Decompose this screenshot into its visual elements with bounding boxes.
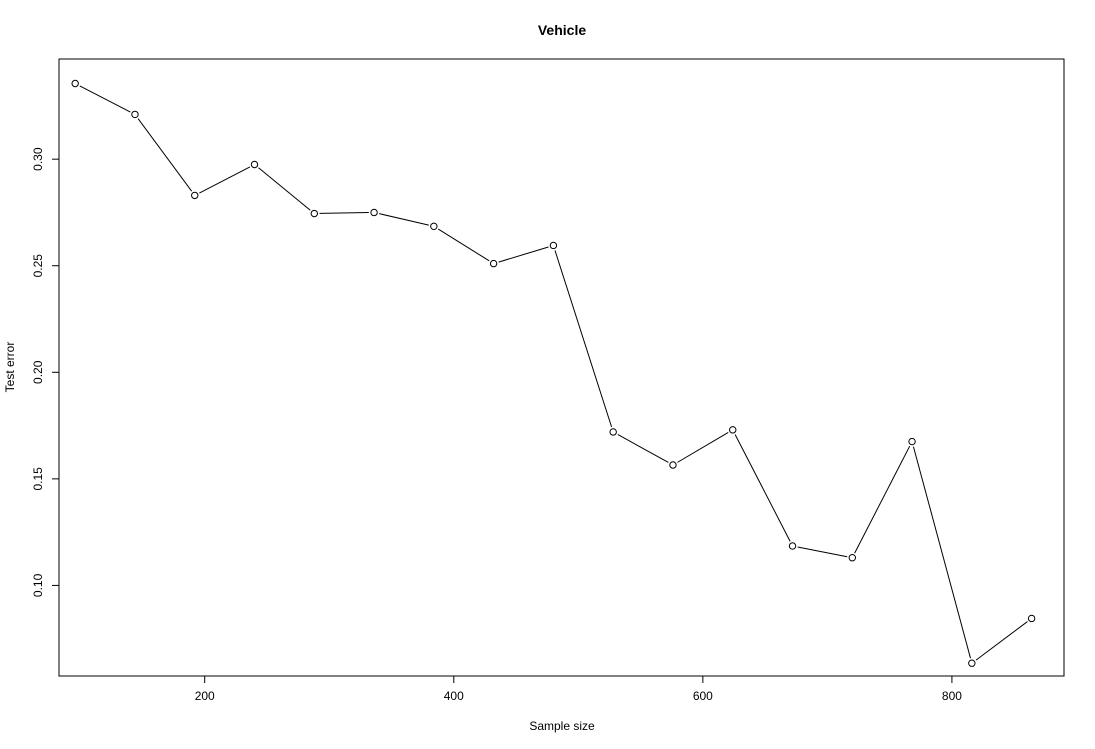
series-line-segment xyxy=(498,246,549,263)
y-axis: 0.10 0.15 0.20 0.25 0.30 xyxy=(31,147,60,597)
series-line-segment xyxy=(734,434,791,542)
plot-area-frame xyxy=(58,58,1065,677)
data-point xyxy=(788,542,797,550)
data-point xyxy=(71,79,79,88)
data-point xyxy=(908,437,916,446)
data-point xyxy=(669,461,677,469)
data-point xyxy=(968,659,976,667)
x-tick-label: 400 xyxy=(444,689,464,703)
series-group xyxy=(71,79,1036,667)
series-line-segment xyxy=(975,621,1028,661)
data-point xyxy=(848,554,856,562)
y-axis-label: Test error xyxy=(3,342,17,393)
series-line-segment xyxy=(319,212,369,214)
y-tick-label: 0.30 xyxy=(31,147,45,171)
data-point xyxy=(191,191,199,200)
data-point xyxy=(549,241,558,250)
chart-title: Vehicle xyxy=(538,22,586,38)
series-line-segment xyxy=(617,434,669,463)
series-line-segment xyxy=(258,167,311,211)
data-point xyxy=(1027,614,1036,623)
data-point xyxy=(250,160,259,169)
series-line-segment xyxy=(79,85,131,113)
data-point xyxy=(609,428,617,436)
data-point xyxy=(131,110,139,119)
series-line-segment xyxy=(797,546,848,558)
series-line-segment xyxy=(677,432,729,463)
series-line-segment xyxy=(199,166,251,194)
data-point xyxy=(430,222,438,231)
series-line-segment xyxy=(912,446,971,659)
y-tick-label: 0.15 xyxy=(31,467,45,491)
x-axis-label: Sample size xyxy=(529,719,595,733)
series-line-segment xyxy=(137,118,193,192)
y-tick-label: 0.20 xyxy=(31,360,45,384)
series-line-segment xyxy=(379,213,429,226)
series-line-segment xyxy=(854,445,911,554)
x-tick-label: 200 xyxy=(195,689,215,703)
x-axis: 200 400 600 800 xyxy=(195,675,962,703)
y-tick-label: 0.10 xyxy=(31,573,45,597)
x-tick-label: 800 xyxy=(942,689,962,703)
y-tick-label: 0.25 xyxy=(31,254,45,278)
data-point xyxy=(729,426,737,434)
series-line-segment xyxy=(554,250,613,428)
x-tick-label: 600 xyxy=(693,689,713,703)
series-line-segment xyxy=(437,228,490,262)
data-point xyxy=(310,209,318,218)
data-point xyxy=(489,259,498,268)
data-point xyxy=(370,208,378,217)
